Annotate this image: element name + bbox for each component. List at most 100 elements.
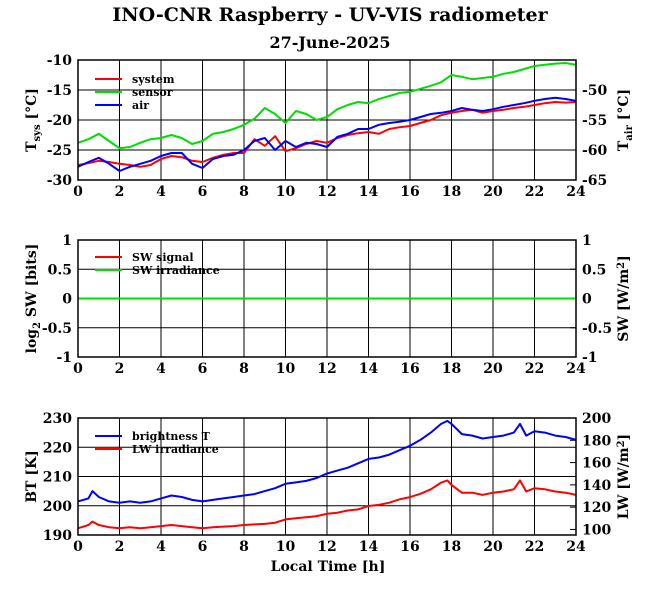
plot-frame: [77, 59, 577, 181]
axis-label: Tsys [°C]: [24, 88, 43, 152]
x-axis-label: Local Time [h]: [271, 559, 386, 575]
x-tick-label: 6: [198, 184, 208, 200]
figure-title: INO-CNR Raspberry - UV-VIS radiometer: [112, 4, 548, 26]
axis-label: Tair [°C]: [616, 89, 635, 151]
y-tick-label-left: 230: [43, 411, 72, 427]
y-tick-label-right: -55: [582, 113, 607, 129]
y-tick-label-left: 200: [43, 499, 72, 515]
figure-date: 27-June-2025: [269, 33, 390, 52]
x-tick-label: 12: [317, 184, 336, 200]
axis-label: log2 SW [bits]: [24, 244, 43, 354]
axis-label-unit: [°C]: [616, 89, 632, 125]
axis-label: SW [W/m2]: [616, 255, 633, 342]
y-tick-label-right: 0.5: [582, 262, 606, 278]
x-tick-label: 4: [156, 184, 166, 200]
y-tick-label-left: 210: [43, 470, 72, 486]
x-tick-label: 12: [317, 539, 336, 555]
legend-label: system: [132, 73, 175, 86]
y-tick-label-right: 0: [582, 292, 592, 308]
legend-label: brightness T: [132, 430, 211, 443]
y-tick-label-right: -0.5: [582, 321, 612, 337]
x-tick-label: 18: [442, 184, 461, 200]
x-tick-label: 16: [400, 539, 419, 555]
x-tick-label: 24: [566, 184, 586, 200]
panel-temperature: 0 2 4 6 8 10 12 14 16 18 20 22 24-10-15-20-25-30-50-…: [24, 53, 635, 200]
series-line-0: [77, 419, 577, 504]
x-tick-label: 6: [198, 539, 208, 555]
y-tick-label-right: -50: [582, 83, 608, 99]
axis-label-main: log: [24, 329, 40, 354]
axis-label-sup: 2: [616, 440, 627, 447]
x-tick-label: 20: [483, 539, 503, 555]
y-tick-label-left: 0.5: [48, 262, 72, 278]
panel-longwave: 0 2 4 6 8 10 12 14 16 18 20 22 242302202102001902001…: [24, 411, 632, 555]
axis-label-sub: air: [624, 124, 635, 140]
x-tick-label: 18: [442, 361, 461, 377]
axis-label-main: LW [W/m: [616, 447, 632, 519]
y-tick-label-left: -10: [47, 53, 73, 69]
y-tick-label-left: -1: [56, 350, 72, 366]
axis-label: LW [W/m2]: [616, 434, 633, 519]
axis-label-main: SW [W/m: [616, 269, 632, 342]
x-tick-label: 12: [317, 361, 336, 377]
x-tick-label: 20: [483, 184, 503, 200]
y-tick-label-left: 220: [43, 440, 72, 456]
legend-label: SW signal: [132, 251, 194, 264]
series-line-2: [77, 96, 577, 172]
x-tick-label: 14: [359, 539, 379, 555]
x-tick-label: 2: [115, 184, 125, 200]
y-tick-label-left: -20: [47, 113, 73, 129]
axis-label-main: T: [616, 140, 632, 151]
y-tick-label-right: 200: [582, 411, 611, 427]
axis-label-main: T: [24, 141, 40, 152]
x-tick-label: 0: [73, 361, 83, 377]
y-tick-label-right: 160: [582, 456, 611, 472]
x-tick-label: 24: [566, 539, 586, 555]
series-line-0: [77, 101, 577, 168]
x-tick-label: 8: [239, 539, 249, 555]
axis-label-main: BT [K]: [24, 450, 40, 503]
x-tick-label: 4: [156, 361, 166, 377]
y-tick-label-right: 120: [582, 500, 611, 516]
series-line-1: [77, 479, 577, 530]
legend-label: sensor: [132, 86, 173, 99]
x-tick-label: 10: [276, 184, 296, 200]
x-tick-label: 14: [359, 184, 379, 200]
legend-label: SW irradiance: [132, 264, 220, 277]
y-tick-label-right: -65: [582, 173, 607, 189]
axis-label-unit: ]: [616, 255, 632, 262]
y-tick-label-left: 0: [62, 292, 72, 308]
x-tick-label: 18: [442, 539, 461, 555]
axis-label-sub: 2: [32, 322, 43, 329]
axis-label-unit: [°C]: [24, 88, 40, 124]
series-line-1: [77, 62, 577, 150]
axis-label-sup: 2: [616, 262, 627, 269]
x-tick-label: 22: [525, 539, 544, 555]
x-tick-label: 8: [239, 184, 249, 200]
y-tick-label-right: 180: [582, 433, 611, 449]
legend-label: LW irradiance: [132, 443, 219, 456]
y-tick-label-right: -60: [582, 143, 608, 159]
y-tick-label-right: 140: [582, 478, 611, 494]
x-tick-label: 4: [156, 539, 166, 555]
x-tick-label: 2: [115, 539, 125, 555]
y-tick-label-left: -0.5: [42, 321, 72, 337]
y-tick-label-left: 190: [43, 528, 72, 544]
y-tick-label-left: 1: [62, 233, 72, 249]
x-tick-label: 0: [73, 539, 83, 555]
x-tick-label: 24: [566, 361, 586, 377]
x-tick-label: 16: [400, 184, 419, 200]
axis-label-unit: SW [bits]: [24, 244, 40, 322]
x-tick-label: 2: [115, 361, 125, 377]
y-tick-label-right: -1: [582, 350, 598, 366]
y-tick-label-left: -25: [47, 143, 72, 159]
y-tick-label-left: -15: [47, 83, 72, 99]
y-tick-label-right: 1: [582, 233, 592, 249]
x-tick-label: 22: [525, 361, 544, 377]
axis-label-unit: ]: [616, 434, 632, 441]
plot-frame: [77, 417, 577, 536]
x-tick-label: 14: [359, 361, 379, 377]
panel-shortwave: 0 2 4 6 8 10 12 14 16 18 20 22 2410.50-0.5-110.50-0.…: [24, 233, 632, 377]
x-tick-label: 10: [276, 539, 296, 555]
axis-label-sub: sys: [32, 124, 43, 141]
